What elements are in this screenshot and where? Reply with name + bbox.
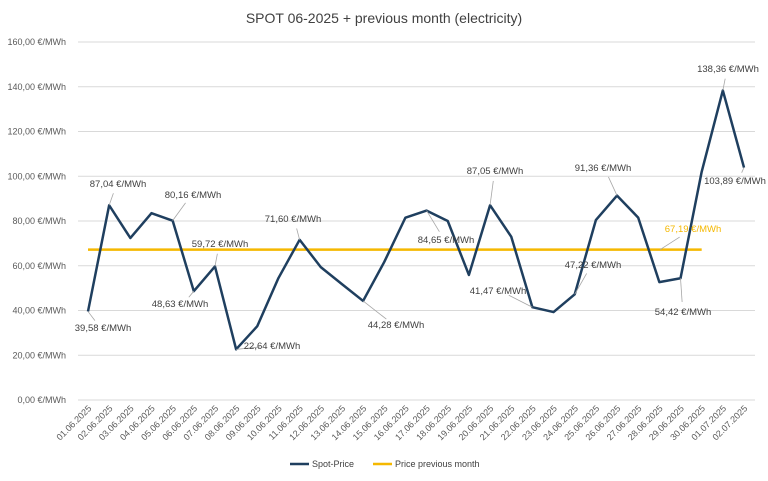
y-tick-label: 40,00 €/MWh bbox=[12, 306, 66, 316]
chart-title: SPOT 06-2025 + previous month (electrici… bbox=[246, 10, 522, 26]
data-label: 44,28 €/MWh bbox=[368, 320, 425, 331]
legend: Spot-Price Price previous month bbox=[290, 459, 480, 469]
legend-spot-price-label: Spot-Price bbox=[312, 459, 354, 469]
data-label: 48,63 €/MWh bbox=[152, 299, 209, 310]
leader-line bbox=[574, 273, 587, 295]
data-label: 87,05 €/MWh bbox=[467, 166, 524, 177]
data-label: 71,60 €/MWh bbox=[265, 214, 322, 225]
y-tick-label: 160,00 €/MWh bbox=[7, 37, 66, 47]
leader-line bbox=[608, 176, 618, 196]
leader-line bbox=[296, 228, 300, 240]
leader-line bbox=[87, 311, 96, 321]
y-tick-label: 60,00 €/MWh bbox=[12, 261, 66, 271]
data-label: 59,72 €/MWh bbox=[192, 239, 249, 250]
data-label: 87,04 €/MWh bbox=[90, 179, 147, 190]
leader-line bbox=[489, 180, 494, 206]
data-label: 54,42 €/MWh bbox=[655, 307, 712, 318]
leader-line bbox=[426, 210, 440, 232]
data-label: 80,16 €/MWh bbox=[165, 190, 222, 201]
leader-line bbox=[214, 253, 218, 267]
data-label: 138,36 €/MWh bbox=[697, 64, 759, 75]
y-tick-label: 120,00 €/MWh bbox=[7, 127, 66, 137]
y-tick-label: 140,00 €/MWh bbox=[7, 82, 66, 92]
y-tick-label: 100,00 €/MWh bbox=[7, 171, 66, 181]
leader-line bbox=[236, 346, 261, 350]
previous-month-price-label: 67,19 €/MWh bbox=[665, 224, 722, 235]
data-label: 47,22 €/MWh bbox=[565, 260, 622, 271]
leader-line bbox=[680, 278, 683, 303]
y-tick-label: 0,00 €/MWh bbox=[17, 395, 66, 405]
leader-line bbox=[741, 167, 745, 173]
y-tick-label: 20,00 €/MWh bbox=[12, 350, 66, 360]
y-tick-label: 80,00 €/MWh bbox=[12, 216, 66, 226]
data-label: 41,47 €/MWh bbox=[470, 286, 527, 297]
legend-previous-month-label: Price previous month bbox=[395, 459, 480, 469]
leader-line bbox=[188, 290, 195, 298]
leader-line bbox=[108, 193, 114, 206]
data-label: 22,64 €/MWh bbox=[244, 341, 301, 352]
leader-line bbox=[508, 294, 533, 308]
leader-line bbox=[659, 236, 680, 250]
leader-line bbox=[362, 300, 387, 320]
spot-price-line bbox=[86, 89, 746, 351]
data-label: 103,89 €/MWh bbox=[704, 176, 766, 187]
leader-line bbox=[172, 202, 186, 221]
data-label: 91,36 €/MWh bbox=[575, 163, 632, 174]
leader-line bbox=[722, 78, 726, 91]
data-label: 39,58 €/MWh bbox=[75, 323, 132, 334]
data-label: 84,65 €/MWh bbox=[418, 235, 475, 246]
